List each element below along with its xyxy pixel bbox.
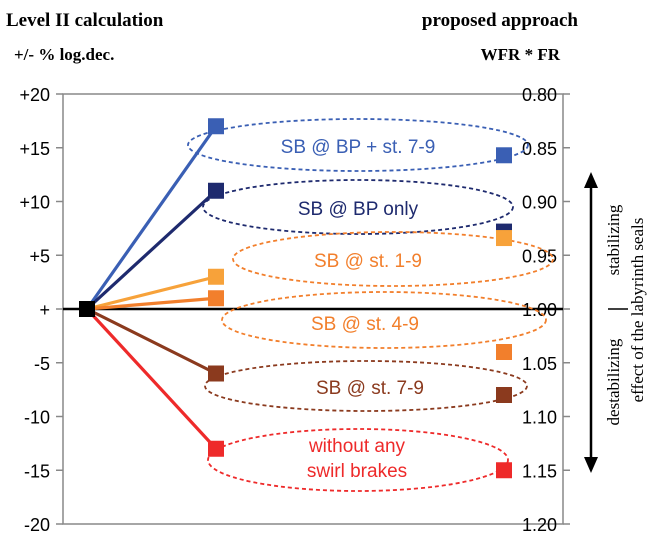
destabilizing-label: destabilizing xyxy=(604,338,623,425)
series-line xyxy=(86,296,217,311)
level2-point xyxy=(208,440,224,457)
right-tick-label: 1.15 xyxy=(522,461,557,481)
right-tick-label: 1.10 xyxy=(522,408,557,428)
effect-label: effect of the labyrinth seals xyxy=(628,218,647,403)
right-tick-label: 0.80 xyxy=(522,85,557,105)
left-tick-label: +5 xyxy=(29,246,50,266)
series-line xyxy=(85,189,218,311)
arrow-down-head xyxy=(584,457,598,473)
series-labels: SB @ BP + st. 7-9 SB @ BP only SB @ st. 1-… xyxy=(281,137,436,482)
level2-point xyxy=(208,290,224,307)
right-tick-label: 1.05 xyxy=(522,354,557,374)
level2-point xyxy=(208,118,224,135)
proposed-point xyxy=(496,387,512,403)
series-label: SB @ st. 4-9 xyxy=(311,314,419,335)
right-axis: 0.800.850.900.951.001.051.101.151.20 xyxy=(522,85,570,535)
right-tick-label: 0.90 xyxy=(522,193,557,213)
proposed-point xyxy=(496,230,512,247)
stabilizing-label: stabilizing xyxy=(604,204,623,275)
proposed-point xyxy=(496,462,512,479)
level2-point xyxy=(208,182,224,199)
series-label: SB @ BP + st. 7-9 xyxy=(281,137,436,158)
series-label: SB @ st. 1-9 xyxy=(314,251,422,272)
series-label: without any xyxy=(308,436,406,457)
series-points xyxy=(79,118,512,479)
left-tick-label: +20 xyxy=(19,85,50,105)
left-tick-label: +15 xyxy=(19,139,50,159)
left-axis: +20 +15 +10 +5 + -5 -10 -15 -20 xyxy=(19,85,63,535)
label-ellipse xyxy=(204,360,528,412)
left-tick-label: + xyxy=(39,300,50,320)
series-label: swirl brakes xyxy=(307,461,407,482)
left-tick-label: -15 xyxy=(24,461,50,481)
level2-point xyxy=(208,268,224,285)
series-label: SB @ BP only xyxy=(298,199,419,220)
proposed-point xyxy=(496,344,512,360)
left-tick-label: -10 xyxy=(24,408,50,428)
series-line xyxy=(86,275,217,311)
label-ellipses xyxy=(187,118,554,492)
right-tick-label: 1.20 xyxy=(522,515,557,535)
right-tick-label: 0.95 xyxy=(522,246,557,266)
label-ellipse xyxy=(187,118,529,172)
origin-point xyxy=(79,301,95,317)
series-line xyxy=(85,125,218,310)
left-tick-label: -5 xyxy=(34,354,50,374)
series-line xyxy=(85,307,218,450)
label-ellipse xyxy=(221,291,547,349)
label-ellipse xyxy=(207,428,509,492)
series-lines xyxy=(85,125,218,450)
series-label: SB @ st. 7-9 xyxy=(316,378,424,399)
left-title: Level II calculation xyxy=(6,10,164,31)
right-subtitle: WFR * FR xyxy=(481,45,561,64)
level2-point xyxy=(208,365,224,382)
left-tick-label: -20 xyxy=(24,515,50,535)
side-annotation: stabilizing destabilizing effect of the … xyxy=(584,172,647,473)
series-line xyxy=(86,307,217,375)
label-ellipse xyxy=(232,231,554,287)
right-tick-label: 0.85 xyxy=(522,139,557,159)
label-ellipse xyxy=(202,179,514,235)
left-subtitle: +/- % log.dec. xyxy=(14,45,114,64)
arrow-up-head xyxy=(584,172,598,188)
left-tick-label: +10 xyxy=(19,193,50,213)
right-title: proposed approach xyxy=(422,10,579,31)
proposed-point xyxy=(496,147,512,164)
